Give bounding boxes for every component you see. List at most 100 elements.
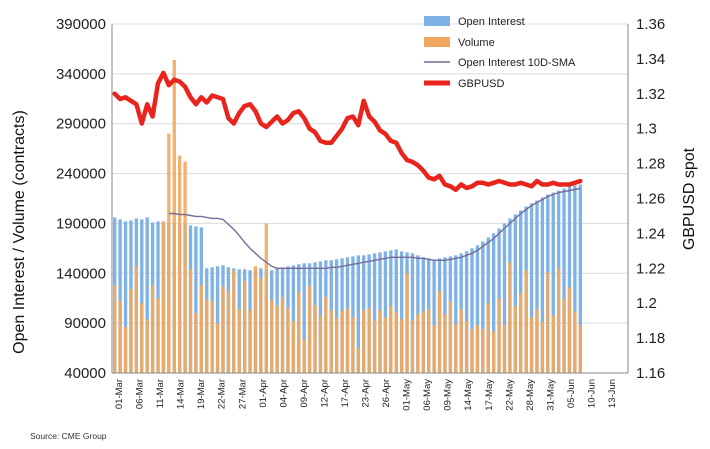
open-interest-bar	[535, 200, 539, 373]
right-axis-title: GBPUSD spot	[681, 147, 698, 250]
x-tick-label: 05-Jun	[566, 379, 577, 408]
volume-bar	[491, 331, 496, 373]
open-interest-bar	[334, 259, 339, 373]
x-tick-label: 09-May	[443, 379, 454, 411]
volume-bar	[248, 310, 252, 373]
open-interest-bar	[481, 241, 485, 373]
x-tick-label: 23-Apr	[361, 379, 372, 408]
volume-bar	[535, 309, 539, 373]
volume-bar	[324, 297, 328, 373]
right-tick-label: 1.22	[636, 260, 665, 277]
open-interest-bar	[140, 219, 144, 373]
volume-bar	[378, 310, 382, 373]
volume-bar	[405, 273, 409, 373]
volume-bar	[167, 133, 171, 373]
open-interest-bar	[351, 256, 355, 373]
right-tick-label: 1.34	[636, 51, 665, 68]
volume-bar	[237, 309, 241, 373]
volume-bar	[118, 301, 122, 373]
left-tick-label: 90000	[64, 315, 106, 332]
sma-line	[168, 187, 581, 269]
volume-bar	[513, 306, 518, 373]
volume-bar	[389, 306, 393, 373]
volume-bar	[562, 299, 566, 373]
volume-bar	[161, 221, 166, 373]
left-tick-label: 240000	[56, 166, 106, 183]
x-tick-label: 17-Apr	[340, 379, 351, 408]
volume-bar	[270, 300, 274, 373]
volume-bar	[264, 223, 268, 373]
open-interest-bar	[519, 210, 523, 373]
x-tick-label: 22-May	[504, 379, 515, 411]
x-tick-label: 14-Mar	[176, 379, 187, 409]
volume-bar	[313, 305, 317, 373]
gbpusd-line-group	[112, 70, 583, 193]
open-interest-bar	[372, 253, 377, 373]
open-interest-bar	[156, 221, 160, 373]
legend-label-sma: Open Interest 10D-SMA	[458, 57, 576, 69]
open-interest-bar	[302, 263, 306, 373]
volume-bar	[275, 305, 279, 373]
volume-bar	[145, 319, 149, 373]
volume-bar	[113, 285, 117, 373]
x-tick-label: 26-Apr	[381, 379, 392, 408]
left-tick-label: 340000	[56, 66, 106, 83]
volume-bar	[508, 262, 512, 373]
volume-bar	[432, 325, 436, 373]
x-tick-label: 28-May	[525, 379, 536, 411]
left-tick-label: 140000	[56, 265, 106, 282]
open-interest-bar	[356, 255, 361, 373]
volume-bar	[156, 298, 160, 373]
legend-label-volume: Volume	[458, 37, 495, 49]
volume-bar	[340, 311, 344, 373]
left-tick-label: 290000	[56, 116, 106, 133]
x-tick-label: 14-May	[463, 379, 474, 411]
volume-bar	[140, 303, 144, 373]
x-tick-label: 01-Mar	[114, 379, 125, 409]
right-tick-label: 1.26	[636, 191, 665, 208]
open-interest-bar	[540, 197, 545, 373]
volume-bar	[529, 317, 534, 373]
volume-bar	[329, 310, 333, 373]
volume-bar	[318, 316, 323, 373]
volume-bar	[150, 285, 155, 373]
volume-bar	[567, 287, 572, 373]
left-tick-label: 190000	[56, 215, 106, 232]
open-interest-bar	[529, 203, 534, 373]
open-interest-bar	[454, 255, 458, 373]
volume-bar	[188, 269, 193, 373]
open-interest-bar	[491, 233, 496, 373]
volume-bars	[113, 59, 582, 373]
volume-bar	[540, 321, 545, 373]
left-axis-ticks: 40000 90000 140000 190000 240000 290000 340000…	[56, 16, 106, 382]
volume-bar	[383, 317, 388, 373]
open-interest-bar	[118, 219, 122, 373]
volume-bar	[448, 301, 453, 373]
volume-bar	[367, 308, 371, 373]
volume-bar	[183, 161, 187, 373]
open-interest-bar	[399, 251, 404, 373]
volume-bar	[399, 319, 404, 373]
volume-bar	[573, 311, 577, 373]
volume-bar	[459, 309, 463, 373]
open-interest-bar	[464, 251, 469, 373]
volume-bar	[481, 329, 485, 373]
volume-bar	[177, 155, 182, 373]
right-tick-label: 1.16	[636, 365, 665, 382]
volume-bar	[437, 291, 442, 373]
source-note: Source: CME Group	[30, 431, 107, 441]
volume-bar	[443, 314, 447, 373]
volume-bar	[286, 308, 290, 373]
volume-bar	[259, 278, 263, 373]
open-interest-bar	[410, 253, 415, 373]
open-interest-bar	[567, 186, 572, 373]
right-axis-ticks: 1.16 1.18 1.2 1.22 1.24 1.26 1.28 1.3 1.32 1.34 1.…	[636, 16, 665, 382]
volume-bar	[297, 292, 301, 373]
x-tick-label: 27-Mar	[237, 379, 248, 409]
volume-bar	[205, 299, 209, 373]
sma-line-group	[168, 187, 581, 269]
volume-bar	[475, 325, 480, 373]
open-interest-bar	[215, 266, 220, 373]
legend: Open Interest Volume Open Interest 10D-S…	[424, 16, 576, 90]
